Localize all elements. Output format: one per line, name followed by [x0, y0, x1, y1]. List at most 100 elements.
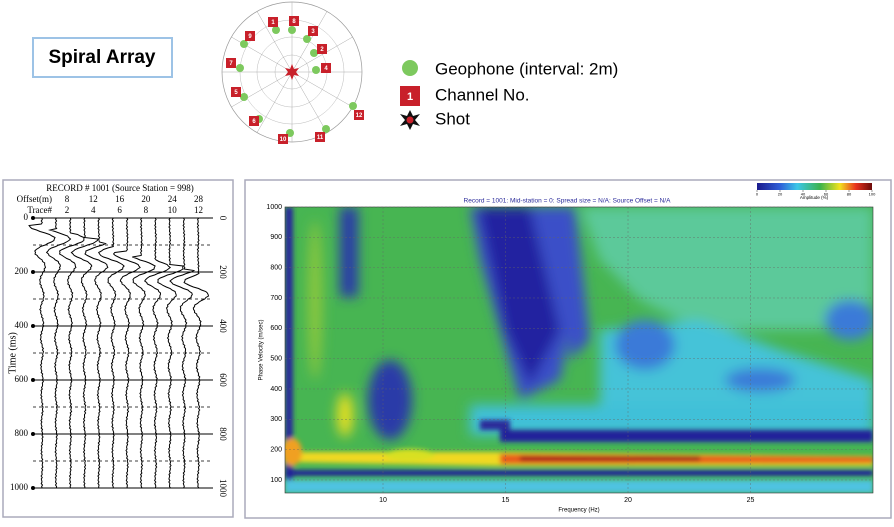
trace-wiggle [98, 217, 125, 489]
legend-geophone: Geophone (interval: 2m) [435, 59, 618, 78]
channel-label: 1 [271, 20, 275, 26]
time-tick-label: 1000 [10, 482, 29, 492]
trace-wiggle [28, 217, 56, 489]
channel-label: 6 [252, 119, 256, 125]
legend-channel-icon-label: 1 [407, 91, 413, 103]
colorbar-tick-label: 20 [778, 192, 783, 197]
geophone [310, 49, 318, 57]
time-tick-dot [31, 486, 35, 490]
offset-value: 24 [168, 194, 178, 204]
channel-label: 5 [234, 90, 238, 96]
x-tick-label: 15 [502, 497, 510, 504]
trace-wiggle [45, 217, 72, 489]
time-label: Time (ms) [7, 332, 18, 374]
channel-label: 3 [311, 29, 315, 35]
legend-channel: Channel No. [435, 85, 530, 104]
dispersion-axes: 10 15 20 25 100 200 300 400 500 600 700 800 900 1000 0… [266, 190, 876, 504]
channel-box [226, 58, 236, 68]
legend-geophone-icon [402, 60, 418, 76]
channel-box [321, 63, 331, 73]
record-title: RECORD # 1001 (Source Station = 998) [46, 183, 194, 193]
channel-box [268, 17, 278, 27]
legend-channel-icon [400, 86, 420, 106]
title: Spiral Array [48, 47, 155, 68]
colorbar-tick-label: 80 [847, 192, 852, 197]
trace-value: 2 [65, 205, 70, 215]
channel-box [249, 116, 259, 126]
channel-box [308, 26, 318, 36]
colorbar [757, 183, 872, 190]
y-tick-label: 900 [270, 234, 282, 241]
geophone [240, 40, 248, 48]
y-tick-label: 800 [270, 265, 282, 272]
offset-value: 28 [194, 194, 204, 204]
channel-box [354, 110, 364, 120]
y-tick-label: 200 [270, 446, 282, 453]
time-tick-label-right: 800 [218, 427, 228, 441]
channel-label: 11 [317, 135, 324, 141]
trace-wiggle [70, 217, 99, 489]
y-tick-label: 300 [270, 416, 282, 423]
channel-label: 9 [248, 34, 252, 40]
channel-label: 10 [280, 137, 287, 143]
geophone [240, 93, 248, 101]
channel-label: 7 [229, 61, 233, 67]
trace-value: 4 [91, 205, 96, 215]
offset-value: 12 [89, 194, 98, 204]
geophone [312, 66, 320, 74]
dispersion-title: Record = 1001: Mid-station = 0: Spread s… [464, 198, 672, 205]
channel-box [315, 132, 325, 142]
colorbar-label: Amplitude (%) [800, 195, 829, 200]
offset-value: 16 [115, 194, 125, 204]
time-tick-label: 800 [15, 428, 29, 438]
x-tick-label: 20 [624, 497, 632, 504]
channel-box [289, 16, 299, 26]
geophone [322, 125, 330, 133]
y-tick-label: 100 [270, 477, 282, 484]
channel-label: 2 [320, 47, 324, 53]
colorbar-tick-label: 100 [869, 192, 876, 197]
channel-box [278, 134, 288, 144]
time-tick-label-right: 0 [218, 216, 228, 221]
trace-value: 6 [117, 205, 122, 215]
trace-wiggle [169, 217, 196, 489]
trace-wiggle [183, 217, 210, 489]
offset-label: Offset(m) [17, 194, 52, 204]
trace-wiggle [132, 217, 156, 489]
colorbar-tick-label: 60 [824, 192, 829, 197]
y-tick-label: 1000 [266, 204, 282, 211]
shot [285, 64, 299, 80]
colorbar-tick-label: 0 [756, 192, 759, 197]
array-plot: 1 8 3 2 4 9 7 5 6 10 11 12 [221, 1, 364, 144]
y-tick-label: 600 [270, 325, 282, 332]
x-tick-label: 25 [747, 497, 755, 504]
trace-label: Trace# [27, 205, 52, 215]
time-tick-dot [31, 324, 35, 328]
trace-wiggle [84, 217, 109, 488]
time-tick-label-right: 1000 [218, 479, 228, 498]
geophone [303, 35, 311, 43]
offset-value: 20 [141, 194, 151, 204]
time-tick-label: 600 [15, 374, 29, 384]
trace-value: 10 [168, 205, 178, 215]
time-tick-label-right: 400 [218, 319, 228, 333]
dispersion-image [285, 207, 873, 493]
time-tick-label: 400 [15, 320, 29, 330]
geophone [288, 26, 296, 34]
time-tick-label-right: 600 [218, 373, 228, 387]
colorbar-tick-label: 40 [801, 192, 806, 197]
y-axis-label: Phase Velocity (m/sec) [259, 319, 265, 380]
legend-shot: Shot [435, 109, 470, 128]
x-axis-label: Frequency (Hz) [558, 508, 599, 514]
channel-label: 4 [324, 66, 328, 72]
channel-box [317, 44, 327, 54]
time-tick-dot [31, 432, 35, 436]
y-tick-label: 500 [270, 355, 282, 362]
trace-wiggle [59, 217, 85, 489]
trace-wiggle [144, 217, 172, 489]
offset-value: 8 [65, 194, 70, 204]
channel-label: 12 [356, 113, 363, 119]
geophone [236, 64, 244, 72]
